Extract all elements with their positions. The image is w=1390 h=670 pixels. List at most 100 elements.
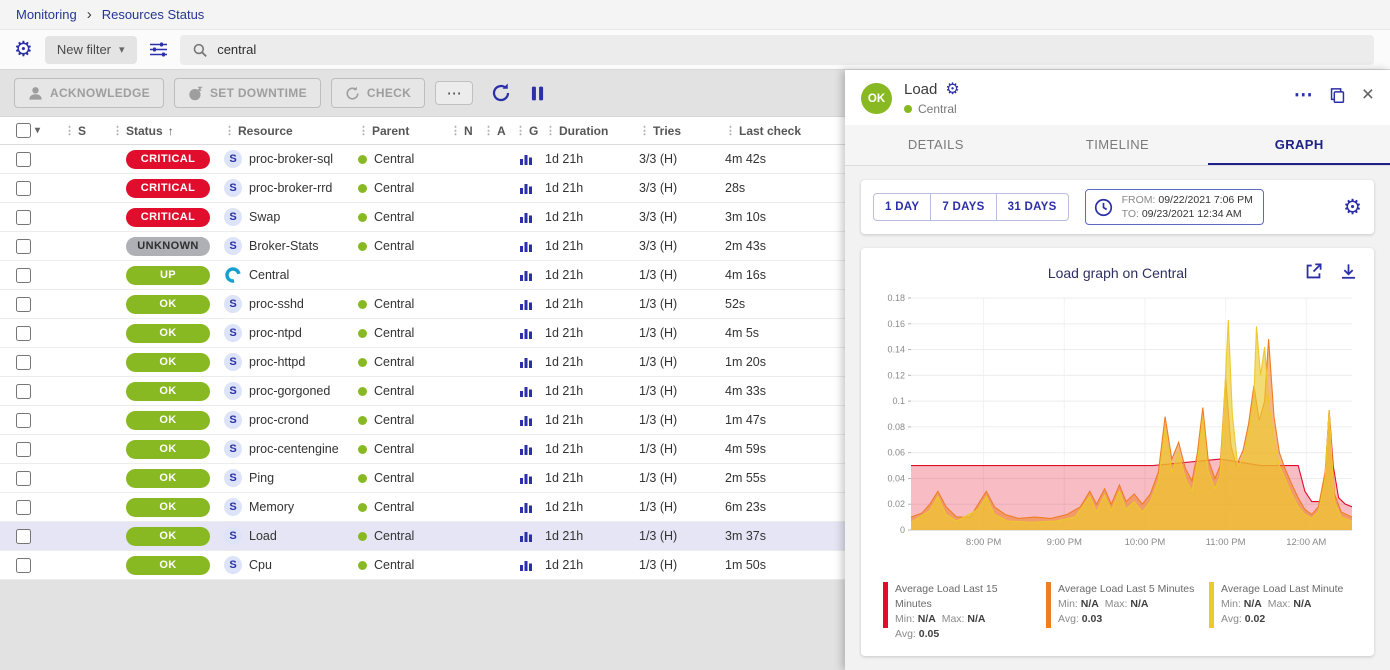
- parent-name: Central: [374, 558, 415, 572]
- legend-item[interactable]: Average Load Last 15 Minutes Min: N/A Ma…: [883, 582, 1036, 642]
- export-graph-icon[interactable]: [1304, 262, 1323, 281]
- panel-header: OK Load ⚙ Central ⋯ ×: [845, 70, 1390, 125]
- column-header-tries[interactable]: ⋮ Tries: [639, 123, 682, 138]
- load-chart[interactable]: 0 0.02 0.04 0.06 0.08 0.1 0.12 0.14 0.16 0.18 8:00…: [873, 288, 1362, 580]
- acknowledge-button[interactable]: ACKNOWLEDGE: [14, 78, 164, 108]
- table-row[interactable]: OK S proc-httpd Central 1d 21h 1/3 (H) 1…: [0, 348, 845, 377]
- table-row[interactable]: CRITICAL S Swap Central 1d 21h 3/3 (H) 3…: [0, 203, 845, 232]
- row-checkbox[interactable]: [16, 209, 31, 225]
- duration-cell: 1d 21h: [545, 471, 584, 485]
- legend-item[interactable]: Average Load Last 5 Minutes Min: N/A Max…: [1046, 582, 1199, 642]
- graph-icon[interactable]: [519, 297, 533, 311]
- new-filter-dropdown[interactable]: New filter ▾: [44, 35, 137, 64]
- svg-text:0.06: 0.06: [887, 448, 905, 458]
- breadcrumb-monitoring[interactable]: Monitoring: [16, 7, 77, 22]
- copy-link-icon[interactable]: [1329, 87, 1346, 104]
- table-row[interactable]: CRITICAL S proc-broker-sql Central 1d 21…: [0, 145, 845, 174]
- table-row[interactable]: OK S Memory Central 1d 21h 1/3 (H) 6m 23…: [0, 493, 845, 522]
- graph-icon[interactable]: [519, 152, 533, 166]
- status-badge: OK: [126, 497, 210, 517]
- legend-item[interactable]: Average Load Last Minute Min: N/A Max: N…: [1209, 582, 1362, 642]
- check-button[interactable]: CHECK: [330, 78, 426, 108]
- table-row[interactable]: OK S proc-sshd Central 1d 21h 1/3 (H) 52…: [0, 290, 845, 319]
- table-row[interactable]: OK S Cpu Central 1d 21h 1/3 (H) 1m 50s: [0, 551, 845, 580]
- more-actions-button[interactable]: ⋯: [435, 81, 474, 105]
- row-checkbox[interactable]: [16, 238, 31, 254]
- row-checkbox[interactable]: [16, 151, 31, 167]
- graph-icon[interactable]: [519, 529, 533, 543]
- graph-icon[interactable]: [519, 268, 533, 282]
- filter-settings-gear-icon[interactable]: ⚙: [14, 38, 33, 61]
- table-row[interactable]: OK S Load Central 1d 21h 1/3 (H) 3m 37s: [0, 522, 845, 551]
- graph-icon[interactable]: [519, 413, 533, 427]
- row-checkbox[interactable]: [16, 441, 31, 457]
- table-row[interactable]: UP Central 1d 21h 1/3 (H) 4m 16s: [0, 261, 845, 290]
- tab-details[interactable]: DETAILS: [907, 136, 964, 152]
- row-checkbox[interactable]: [16, 180, 31, 196]
- breadcrumb-resources-status[interactable]: Resources Status: [101, 7, 205, 22]
- column-header-last-check[interactable]: ⋮ Last check: [725, 123, 802, 138]
- graph-icon[interactable]: [519, 384, 533, 398]
- column-header-duration[interactable]: ⋮ Duration: [545, 123, 609, 138]
- parent-name: Central: [374, 239, 415, 253]
- last-check-cell: 1m 47s: [725, 413, 766, 427]
- last-check-cell: 6m 23s: [725, 500, 766, 514]
- graph-icon[interactable]: [519, 500, 533, 514]
- row-checkbox[interactable]: [16, 296, 31, 312]
- parent-status-dot: [358, 357, 367, 367]
- graph-icon[interactable]: [519, 181, 533, 195]
- table-row[interactable]: OK S proc-ntpd Central 1d 21h 1/3 (H) 4m…: [0, 319, 845, 348]
- refresh-list-icon[interactable]: [491, 83, 511, 103]
- row-checkbox[interactable]: [16, 354, 31, 370]
- table-row[interactable]: UNKNOWN S Broker-Stats Central 1d 21h 3/…: [0, 232, 845, 261]
- graph-icon[interactable]: [519, 355, 533, 369]
- range-button-1-day[interactable]: 1 DAY: [873, 193, 932, 221]
- table-row[interactable]: OK S proc-gorgoned Central 1d 21h 1/3 (H…: [0, 377, 845, 406]
- tab-timeline[interactable]: TIMELINE: [1085, 136, 1150, 152]
- row-checkbox[interactable]: [16, 325, 31, 341]
- tab-graph[interactable]: GRAPH: [1208, 125, 1390, 165]
- table-row[interactable]: CRITICAL S proc-broker-rrd Central 1d 21…: [0, 174, 845, 203]
- column-header-status[interactable]: ⋮ Status ↑: [112, 123, 174, 138]
- column-header-severity[interactable]: ⋮ S: [64, 123, 87, 138]
- custom-time-range[interactable]: FROM: 09/22/2021 7:06 PM TO: 09/23/2021 …: [1084, 189, 1264, 225]
- tune-filter-icon[interactable]: [149, 42, 168, 57]
- graph-icon[interactable]: [519, 471, 533, 485]
- pause-refresh-icon[interactable]: [529, 85, 546, 102]
- range-button-7-days[interactable]: 7 DAYS: [931, 193, 997, 221]
- tries-cell: 3/3 (H): [639, 210, 678, 224]
- download-graph-icon[interactable]: [1339, 262, 1358, 281]
- graph-icon[interactable]: [519, 239, 533, 253]
- person-icon: [29, 86, 42, 100]
- panel-more-icon[interactable]: ⋯: [1293, 84, 1313, 106]
- column-header-notes[interactable]: ⋮ N: [450, 123, 473, 138]
- row-checkbox[interactable]: [16, 383, 31, 399]
- row-checkbox[interactable]: [16, 499, 31, 515]
- graph-settings-gear-icon[interactable]: ⚙: [1343, 195, 1362, 219]
- graph-icon[interactable]: [519, 210, 533, 224]
- select-all-checkbox[interactable]: [16, 123, 31, 138]
- row-checkbox[interactable]: [16, 267, 31, 283]
- column-header-action[interactable]: ⋮ A: [483, 123, 506, 138]
- search-input[interactable]: [217, 42, 1362, 57]
- row-checkbox[interactable]: [16, 470, 31, 486]
- select-dropdown-icon[interactable]: ▾: [35, 125, 41, 136]
- close-panel-icon[interactable]: ×: [1361, 83, 1374, 107]
- row-checkbox[interactable]: [16, 528, 31, 544]
- table-row[interactable]: OK S proc-centengine Central 1d 21h 1/3 …: [0, 435, 845, 464]
- row-checkbox[interactable]: [16, 412, 31, 428]
- table-row[interactable]: OK S Ping Central 1d 21h 1/3 (H) 2m 55s: [0, 464, 845, 493]
- range-button-31-days[interactable]: 31 DAYS: [996, 193, 1069, 221]
- column-header-parent[interactable]: ⋮ Parent: [358, 123, 410, 138]
- row-checkbox[interactable]: [16, 557, 31, 573]
- column-header-graph[interactable]: ⋮ G: [515, 123, 539, 138]
- table-row[interactable]: OK S proc-crond Central 1d 21h 1/3 (H) 1…: [0, 406, 845, 435]
- graph-icon[interactable]: [519, 326, 533, 340]
- graph-icon[interactable]: [519, 558, 533, 572]
- column-header-resource[interactable]: ⋮ Resource: [224, 123, 293, 138]
- resource-name: proc-httpd: [249, 355, 306, 369]
- set-downtime-button[interactable]: SET DOWNTIME: [173, 78, 321, 108]
- graph-icon[interactable]: [519, 442, 533, 456]
- resource-settings-gear-icon[interactable]: ⚙: [945, 80, 960, 98]
- svg-text:8:00 PM: 8:00 PM: [966, 537, 1001, 548]
